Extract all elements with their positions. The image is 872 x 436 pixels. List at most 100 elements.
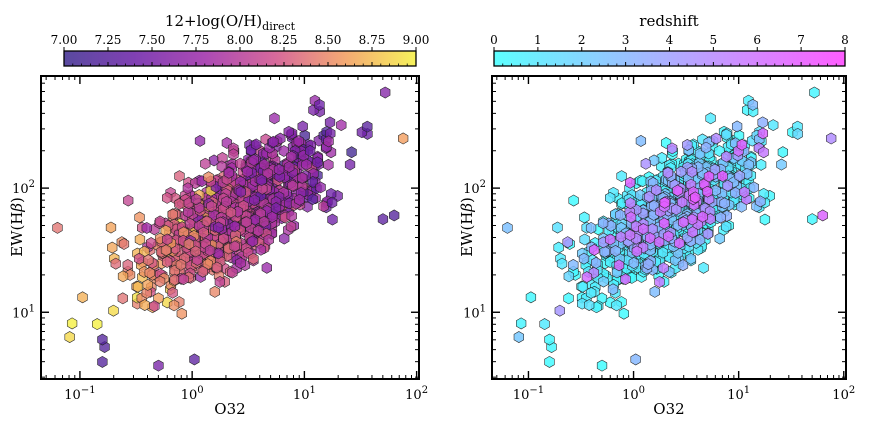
data-point	[216, 160, 227, 173]
data-point	[702, 185, 713, 198]
data-point	[605, 233, 616, 246]
data-point	[817, 209, 828, 222]
data-point	[553, 241, 564, 254]
colorbar-tick-label: 8	[841, 33, 849, 47]
data-point	[648, 154, 660, 167]
data-point	[174, 170, 185, 183]
data-point	[318, 200, 329, 213]
data-point	[258, 215, 270, 228]
colorbar-title-metallicity: 12+log(O/H)direct	[165, 12, 296, 33]
x-tick-label: 100	[622, 385, 645, 403]
data-point	[662, 166, 674, 179]
data-point	[589, 244, 600, 256]
data-point	[235, 157, 246, 170]
data-point	[556, 257, 568, 270]
colorbar-tick-label: 4	[666, 33, 674, 47]
data-point	[228, 148, 239, 161]
data-point	[525, 291, 537, 304]
data-point	[666, 142, 678, 155]
data-point	[141, 222, 152, 234]
data-point	[251, 138, 262, 151]
data-point	[544, 333, 555, 346]
data-point	[268, 135, 279, 148]
data-point	[153, 359, 164, 372]
x-tick-label: 10−1	[513, 385, 544, 403]
data-point	[591, 256, 602, 269]
y-tick-label: 101	[463, 303, 486, 321]
data-point	[389, 209, 400, 222]
data-point	[145, 237, 157, 249]
data-point	[227, 266, 238, 279]
data-point	[579, 233, 590, 246]
data-point	[248, 154, 259, 167]
data-point	[620, 273, 631, 286]
data-point	[189, 353, 200, 366]
x-tick-label: 102	[405, 385, 428, 403]
data-point	[323, 158, 334, 171]
data-point	[714, 232, 725, 245]
colorbar-tick-label: 9.00	[403, 33, 430, 47]
data-point	[675, 165, 687, 178]
data-point	[635, 135, 647, 147]
data-point	[52, 221, 63, 234]
data-point	[743, 158, 754, 171]
data-point	[598, 275, 609, 288]
axes-frame-metallicity	[40, 75, 420, 380]
colorbar-tick-label: 1	[534, 33, 542, 47]
data-point	[211, 261, 223, 274]
data-point	[327, 213, 338, 226]
data-point	[267, 211, 278, 223]
data-point	[731, 120, 743, 133]
data-point	[305, 145, 316, 157]
data-point	[563, 292, 574, 305]
data-point	[721, 220, 732, 233]
colorbar-tick-label: 8.00	[227, 33, 254, 47]
data-point	[283, 125, 294, 138]
data-point	[605, 191, 616, 204]
y-axis-label-redshift: EW(Hβ)	[458, 197, 476, 257]
data-point	[643, 258, 654, 271]
data-point	[721, 150, 732, 163]
hexbin-points-redshift	[502, 86, 837, 372]
data-point	[544, 356, 555, 368]
colorbar-tick-label: 6	[753, 33, 761, 47]
data-point	[563, 270, 574, 283]
data-point	[255, 243, 267, 256]
data-point	[253, 224, 264, 237]
y-tick-label: 101	[12, 303, 35, 321]
data-point	[380, 86, 391, 99]
data-point	[610, 245, 621, 257]
data-point	[117, 292, 128, 305]
data-point	[203, 171, 214, 184]
data-point	[213, 221, 224, 234]
axis-ticks-metallicity: 10−1 100 101 102 101 102	[12, 75, 428, 403]
data-point	[705, 112, 716, 125]
data-point	[513, 331, 524, 343]
data-point	[229, 240, 240, 253]
data-point	[645, 232, 656, 245]
data-point	[314, 98, 325, 111]
data-point	[611, 299, 622, 312]
data-point	[167, 286, 178, 299]
data-point	[502, 221, 513, 234]
data-point	[162, 191, 173, 204]
data-point	[110, 257, 121, 270]
data-point	[568, 259, 579, 271]
data-point	[122, 259, 133, 271]
data-point	[748, 181, 759, 194]
y-tick-label: 102	[463, 179, 486, 197]
data-point	[677, 259, 689, 272]
data-point	[134, 233, 146, 246]
x-tick-label: 102	[832, 385, 855, 403]
axis-ticks-redshift: 10−1 100 101 102 101 102	[463, 75, 855, 403]
data-point	[249, 213, 261, 226]
data-point	[123, 194, 134, 207]
data-point	[183, 238, 195, 250]
x-tick-label: 10−1	[64, 385, 95, 403]
data-point	[755, 195, 766, 208]
data-point	[552, 221, 563, 234]
data-point	[734, 170, 745, 182]
data-point	[597, 217, 609, 230]
data-point	[658, 262, 669, 275]
data-point	[663, 230, 674, 243]
